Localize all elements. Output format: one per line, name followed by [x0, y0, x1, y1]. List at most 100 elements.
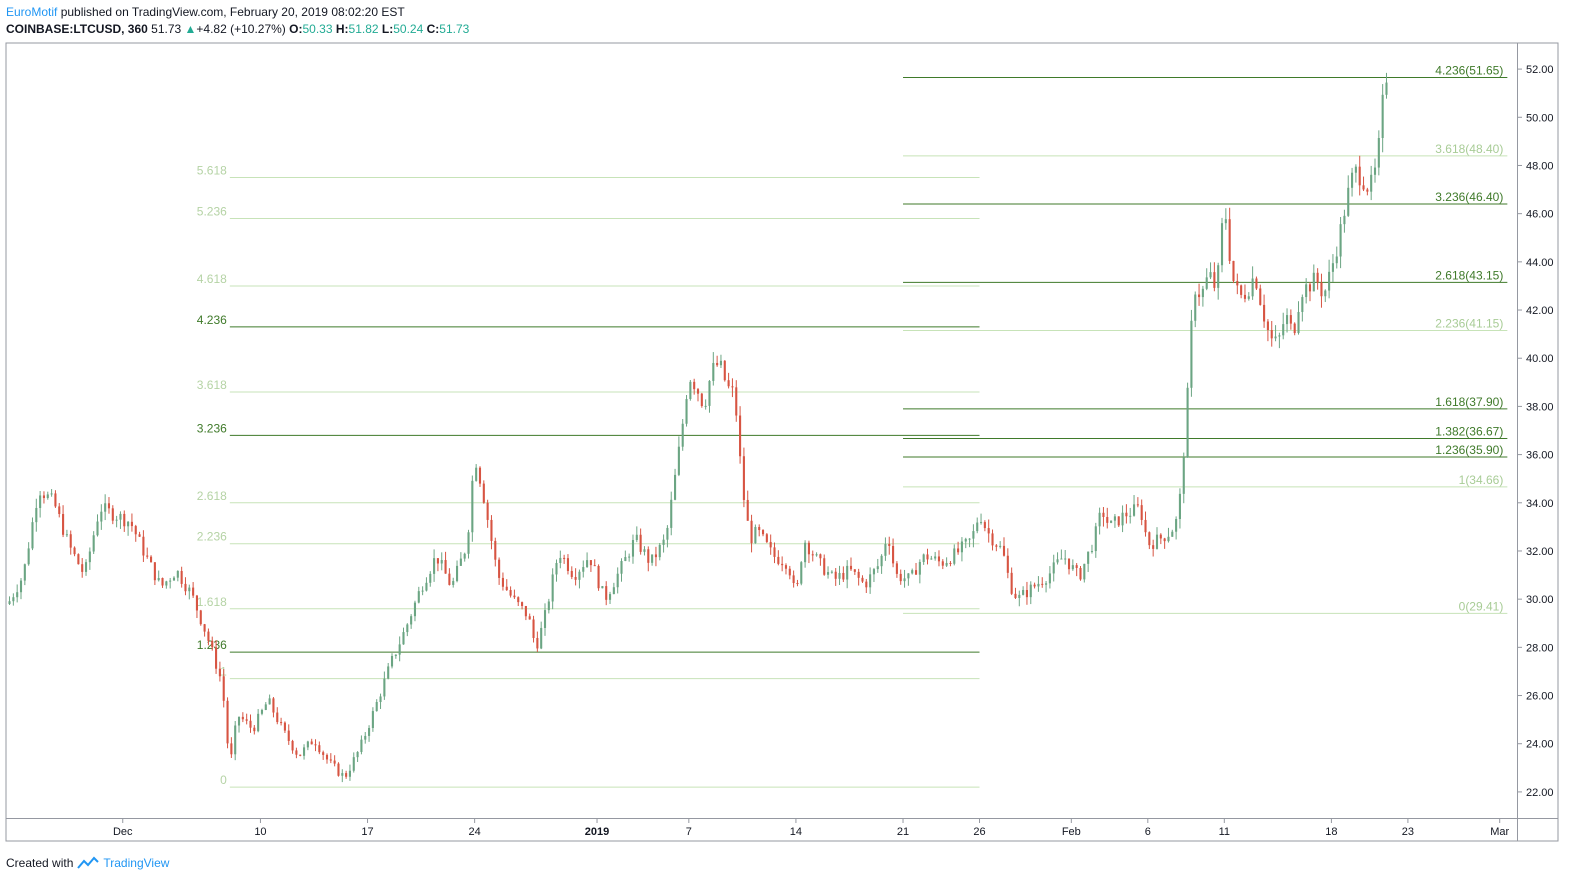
candle-up — [65, 534, 68, 536]
candle-up — [1205, 277, 1208, 289]
candle-up — [1113, 516, 1116, 521]
time-tick-label: 18 — [1325, 826, 1337, 838]
candle-up — [440, 560, 443, 564]
candle-down — [314, 744, 317, 746]
fib-left-label: 2.618 — [197, 489, 227, 503]
candle-up — [1018, 594, 1021, 598]
candle-up — [1274, 336, 1277, 339]
candle-down — [819, 554, 822, 559]
fib-left-label: 0 — [220, 773, 227, 787]
price-tick-label: 38.00 — [1526, 401, 1554, 413]
candle-down — [58, 506, 61, 515]
candle-up — [960, 541, 963, 553]
candle-up — [115, 519, 118, 521]
candle-down — [1006, 555, 1009, 573]
candle-down — [276, 712, 279, 723]
candle-down — [647, 549, 650, 563]
candle-down — [758, 527, 761, 531]
candle-down — [73, 547, 76, 555]
fib-right-label: 3.236(46.40) — [1435, 190, 1503, 204]
price-axis[interactable]: 22.00 24.00 26.00 28.00 30.00 32.00 34.00 36.00… — [1517, 64, 1554, 799]
candle-up — [1071, 565, 1074, 570]
fib-right-label: 1.382(36.67) — [1435, 424, 1503, 438]
candle-down — [1320, 282, 1323, 297]
candle-up — [631, 539, 635, 557]
candle-up — [413, 602, 417, 617]
high-value: 51.82 — [348, 22, 379, 36]
candle-down — [1366, 189, 1369, 192]
candle-down — [1010, 572, 1013, 594]
fib-right-label: 4.236(51.65) — [1435, 64, 1503, 78]
candle-up — [586, 560, 589, 568]
candle-down — [54, 493, 57, 507]
candle-down — [1358, 166, 1361, 186]
candle-up — [1328, 271, 1331, 291]
candle-down — [1255, 278, 1258, 289]
candle-up — [1305, 284, 1308, 298]
candle-down — [291, 740, 294, 751]
candle-down — [337, 763, 340, 776]
candle-up — [356, 751, 359, 758]
candle-down — [983, 522, 986, 529]
time-tick-label: 17 — [361, 826, 373, 838]
fib-levels[interactable]: 5.618 5.236 4.618 4.236 3.618 3.236 2.618 2.236… — [197, 64, 1508, 788]
candle-up — [1351, 172, 1354, 188]
candle-up — [976, 522, 979, 532]
published-text: published on TradingView.com, February 2… — [60, 5, 405, 19]
candle-down — [322, 752, 325, 755]
candle-up — [1083, 563, 1086, 580]
candle-down — [1362, 185, 1365, 190]
candle-up — [341, 773, 344, 776]
candle-up — [601, 586, 604, 589]
candle-down — [245, 719, 248, 721]
candle-up — [1312, 272, 1315, 292]
candle-up — [1282, 324, 1285, 336]
price-tick-label: 30.00 — [1526, 594, 1554, 606]
candle-up — [1182, 457, 1185, 494]
candle-up — [119, 513, 122, 520]
candle-down — [142, 536, 145, 556]
candle-up — [1354, 166, 1357, 173]
candle-down — [589, 560, 592, 566]
candle-up — [945, 562, 948, 566]
candle-up — [96, 521, 99, 536]
candle-up — [719, 360, 723, 366]
candle-up — [964, 538, 967, 542]
time-axis[interactable]: Dec 10 17 24 2019 7 14 21 26 Feb 6 11 18 23 Mar — [113, 818, 1510, 838]
candle-down — [1152, 545, 1155, 549]
tradingview-brand[interactable]: TradingView — [103, 856, 170, 870]
symbol-label: COINBASE:LTCUSD, 360 — [6, 22, 148, 36]
candle-up — [1324, 290, 1327, 297]
candle-down — [287, 730, 290, 741]
candle-up — [674, 474, 677, 500]
time-tick-label: 2019 — [585, 826, 609, 838]
candle-up — [348, 770, 351, 777]
candle-up — [1178, 493, 1181, 519]
candle-down — [478, 467, 482, 484]
candle-down — [857, 571, 860, 578]
candle-down — [888, 544, 891, 547]
candle-up — [417, 591, 420, 603]
candle-up — [27, 548, 30, 565]
candle-up — [1301, 297, 1304, 312]
candle-up — [188, 587, 191, 592]
fib-left-label: 1.618 — [197, 595, 227, 609]
candle-up — [1060, 558, 1063, 560]
candle-up — [379, 696, 382, 703]
candle-down — [180, 570, 183, 584]
candle-down — [318, 745, 321, 753]
candle-down — [1148, 532, 1151, 546]
candle-down — [490, 519, 493, 541]
candle-down — [1014, 593, 1017, 598]
candle-down — [509, 590, 512, 596]
candle-down — [987, 528, 990, 534]
candle-down — [1263, 304, 1266, 322]
fib-left-label: 5.236 — [197, 204, 227, 218]
time-tick-label: Dec — [113, 826, 133, 838]
candle-down — [865, 581, 868, 588]
candle-up — [903, 578, 906, 582]
author-link[interactable]: EuroMotif — [6, 5, 58, 19]
candle-up — [302, 747, 306, 756]
candle-up — [19, 580, 23, 593]
